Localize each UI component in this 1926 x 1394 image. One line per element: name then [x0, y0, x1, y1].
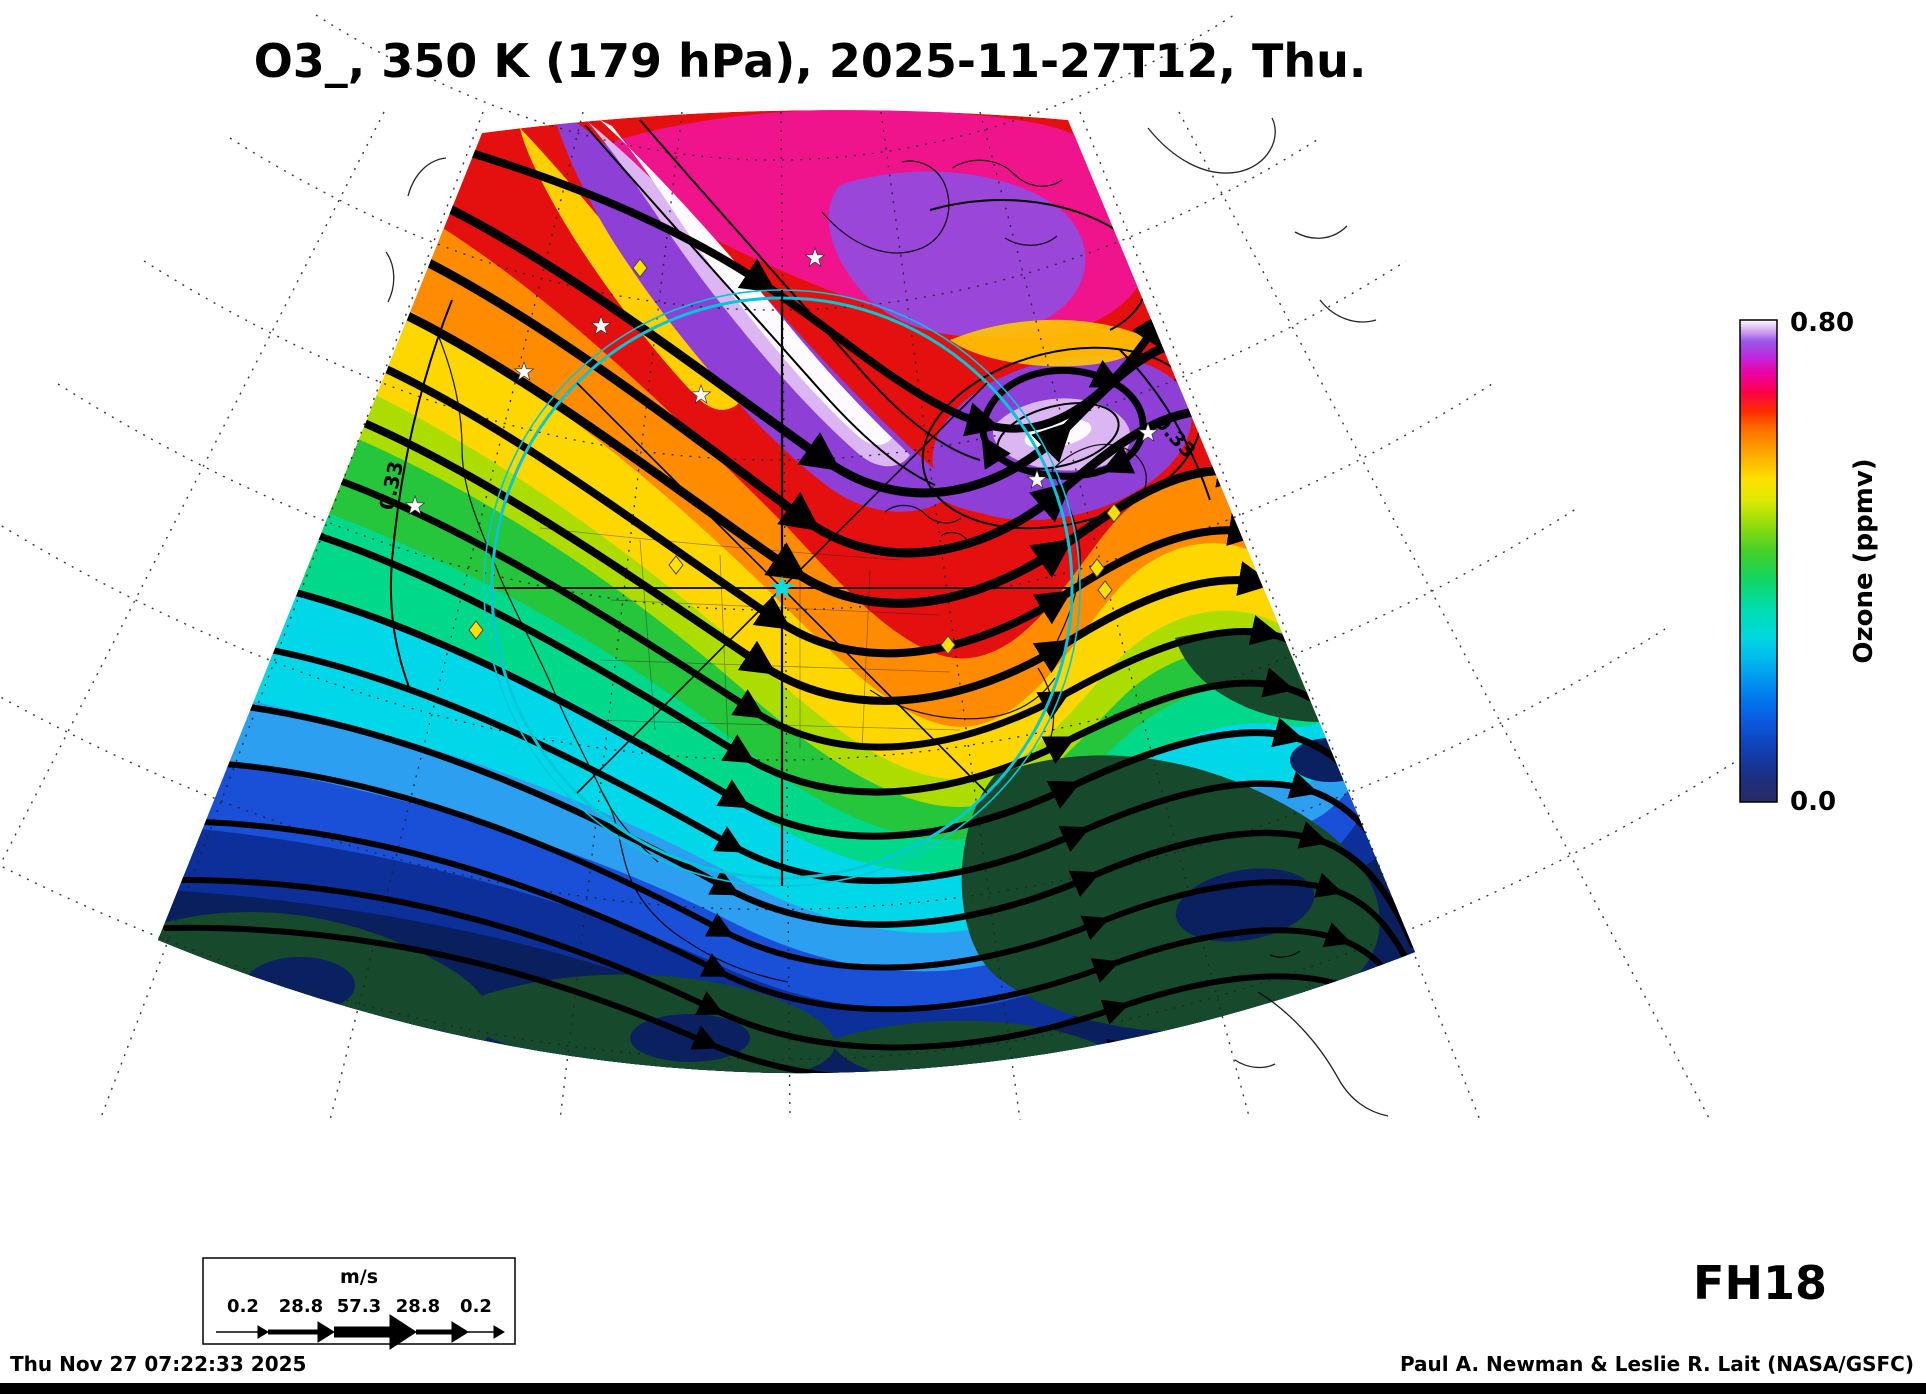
colorbar-min-label: 0.0: [1790, 787, 1836, 817]
colorbar-axis-label: Ozone (ppmv): [1849, 458, 1879, 663]
forecast-hour-label: FH18: [1693, 1256, 1827, 1310]
wind-speed-value: 28.8: [396, 1296, 440, 1317]
wind-speed-value: 0.2: [460, 1296, 492, 1317]
wind-legend: m/s 0.2 28.8 57.3 28.8 0.2: [202, 1257, 516, 1350]
colorbar-max-label: 0.80: [1790, 308, 1854, 338]
plot-title: O3_, 350 K (179 hPa), 2025-11-27T12, Thu…: [253, 34, 1367, 88]
bottom-bar: [0, 1383, 1926, 1394]
colorbar: 0.80 0.0 Ozone (ppmv): [1739, 308, 1879, 817]
wind-legend-units: m/s: [340, 1266, 378, 1288]
wind-speed-value: 0.2: [227, 1296, 259, 1317]
timestamp-label: Thu Nov 27 07:22:33 2025: [10, 1352, 307, 1376]
wind-arrow: [216, 1314, 505, 1350]
colorbar-gradient: [1739, 319, 1778, 803]
credit-label: Paul A. Newman & Leslie R. Lait (NASA/GS…: [1399, 1352, 1914, 1376]
wind-speed-value: 57.3: [337, 1296, 381, 1317]
wind-speed-value: 28.8: [279, 1296, 323, 1317]
